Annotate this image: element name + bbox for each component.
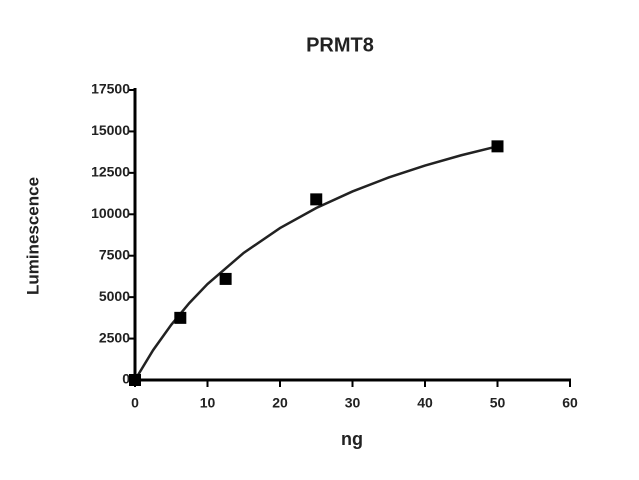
x-tick-label: 50 [490,395,506,411]
x-tick-label: 60 [562,395,578,411]
y-tick-label: 7500 [99,246,130,262]
data-point [174,311,187,324]
y-tick-label: 10000 [91,205,130,221]
chart-title: PRMT8 [306,34,374,56]
y-tick-label: 0 [122,371,130,387]
x-tick-label: 10 [200,395,216,411]
y-tick-label: 17500 [91,81,130,97]
y-axis-label: Luminescence [23,177,42,295]
fit-curve [133,145,498,381]
y-tick-label: 15000 [91,122,130,138]
y-tick-label: 5000 [99,288,130,304]
x-tick-label: 0 [131,395,139,411]
y-tick-label: 2500 [99,329,130,345]
data-point [129,374,141,386]
x-axis-label: ng [341,429,363,449]
data-point [491,140,504,153]
data-point [310,193,323,206]
data-point [219,272,232,285]
x-tick-label: 20 [272,395,288,411]
x-tick-label: 30 [345,395,361,411]
y-tick-label: 12500 [91,164,130,180]
x-tick-label: 40 [417,395,433,411]
